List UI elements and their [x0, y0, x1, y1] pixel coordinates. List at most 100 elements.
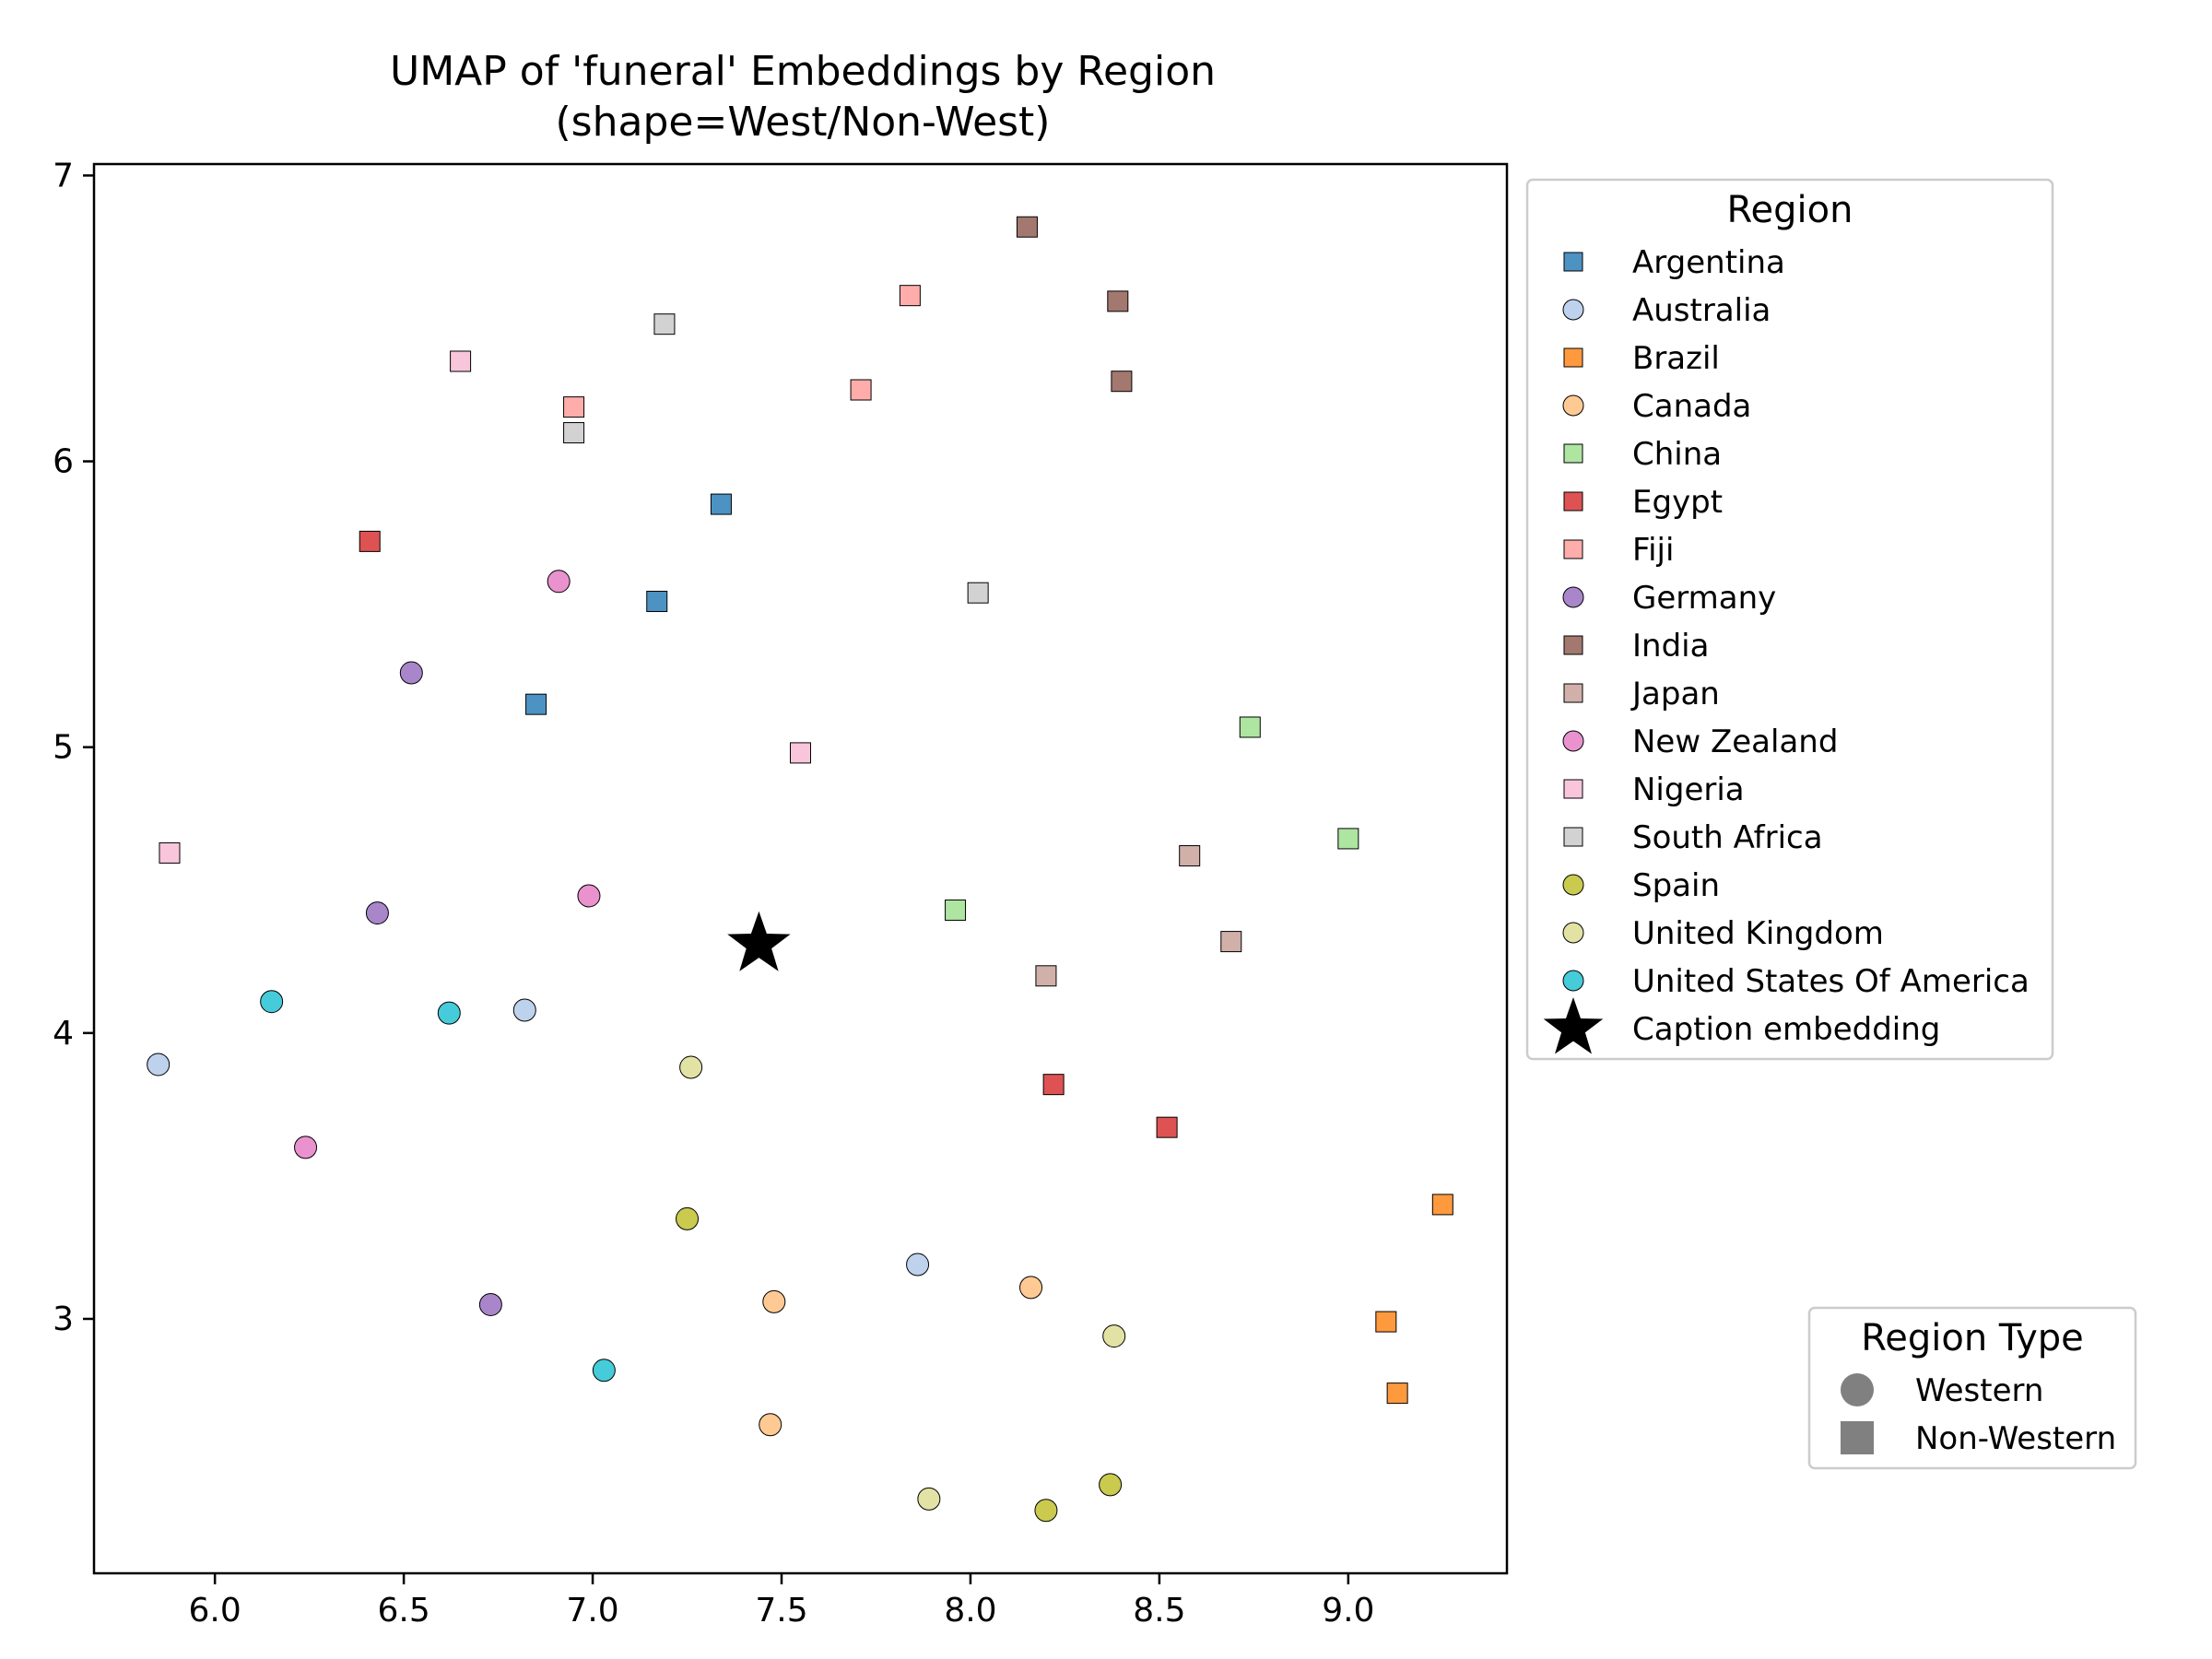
legend-label-nigeria: Nigeria	[1632, 771, 1745, 808]
point-argentina	[710, 493, 732, 515]
legend-label-spain: Spain	[1632, 867, 1720, 904]
point-japan	[1220, 931, 1242, 953]
x-tick-label: 7.0	[566, 1592, 618, 1630]
point-india	[1107, 290, 1129, 312]
point-south-africa	[967, 582, 989, 604]
legend-marker-japan	[1563, 683, 1583, 703]
y-tick-label: 7	[53, 157, 74, 194]
region-type-legend-title: Region Type	[1861, 1317, 2084, 1359]
chart-title-line1: UMAP of 'funeral' Embeddings by Region	[390, 48, 1216, 95]
point-fiji	[563, 396, 585, 418]
region-type-legend-frame	[1807, 1306, 2137, 1470]
region-type-legend: Region Type Western Non-Western	[1807, 1306, 2137, 1470]
scatter-points	[147, 216, 1453, 1523]
legend-label-china: China	[1632, 436, 1722, 473]
legend-marker-fiji	[1563, 539, 1583, 559]
region-type-legend-items: Western Non-Western	[1841, 1372, 2116, 1457]
x-tick-label: 6.5	[377, 1592, 429, 1630]
point-new-zealand	[547, 570, 571, 594]
legend-label-united-kingdom: United Kingdom	[1632, 915, 1884, 952]
point-china	[1239, 716, 1261, 738]
point-australia	[147, 1053, 171, 1077]
y-tick-label: 6	[53, 443, 74, 481]
legend-marker-australia	[1562, 299, 1584, 321]
legend-marker-canada	[1562, 394, 1584, 417]
shape-legend-label-western: Western	[1915, 1372, 2043, 1409]
legend-marker-caption-embedding	[1543, 997, 1604, 1054]
legend-marker-india	[1563, 635, 1583, 655]
legend-label-brazil: Brazil	[1632, 340, 1720, 377]
point-nigeria	[159, 841, 181, 864]
point-united-states-of-america	[260, 990, 284, 1014]
point-south-africa	[563, 422, 585, 444]
legend-label-new-zealand: New Zealand	[1632, 724, 1838, 760]
point-spain	[1034, 1499, 1058, 1523]
point-egypt	[1042, 1074, 1065, 1096]
legend-marker-nigeria	[1563, 779, 1583, 799]
legend-label-canada: Canada	[1632, 388, 1751, 425]
point-spain	[676, 1206, 700, 1230]
point-united-kingdom	[1102, 1324, 1126, 1348]
shape-legend-label-non-western: Non-Western	[1915, 1420, 2116, 1457]
point-canada	[759, 1413, 782, 1437]
legend-label-japan: Japan	[1630, 676, 1720, 712]
legend-marker-united-states-of-america	[1562, 970, 1584, 992]
legend-marker-egypt	[1563, 491, 1583, 512]
y-tick-label: 4	[53, 1015, 74, 1053]
point-nigeria	[450, 350, 472, 372]
point-fiji	[850, 379, 872, 401]
legend-marker-new-zealand	[1562, 730, 1584, 752]
plot-area	[92, 162, 1509, 1575]
x-tick-label: 7.5	[755, 1592, 807, 1630]
point-germany	[365, 901, 389, 925]
point-germany	[478, 1292, 502, 1316]
point-spain	[1099, 1473, 1123, 1497]
legend-label-australia: Australia	[1632, 292, 1771, 329]
point-japan	[1035, 965, 1057, 987]
point-brazil	[1431, 1194, 1453, 1216]
legend-marker-china	[1563, 443, 1583, 464]
legend-marker-argentina	[1563, 252, 1583, 272]
shape-legend-marker-non-western	[1841, 1421, 1874, 1454]
point-china	[945, 899, 967, 921]
point-united-states-of-america	[592, 1359, 616, 1382]
point-japan	[1179, 845, 1201, 867]
point-india	[1111, 371, 1133, 393]
x-axis: 6.0 6.5 7.0 7.5 8.0 8.5 9.0	[189, 1573, 1374, 1630]
point-brazil	[1386, 1382, 1408, 1405]
x-tick-label: 9.0	[1322, 1592, 1374, 1630]
region-legend-frame	[1525, 178, 2054, 1061]
region-legend-items: Argentina Australia Brazil Canada China Egypt…	[1543, 244, 2030, 1054]
point-egypt	[1156, 1116, 1178, 1138]
y-tick-label: 3	[53, 1300, 74, 1338]
point-egypt	[359, 530, 381, 552]
point-new-zealand	[294, 1135, 318, 1159]
region-legend-title: Region	[1727, 189, 1853, 231]
point-germany	[399, 661, 423, 685]
point-united-states-of-america	[437, 1001, 461, 1025]
legend-marker-germany	[1562, 586, 1584, 608]
legend-label-germany: Germany	[1632, 580, 1776, 617]
legend-label-argentina: Argentina	[1632, 244, 1785, 281]
caption-embedding-star	[727, 911, 791, 971]
shape-legend-marker-western	[1841, 1373, 1874, 1406]
point-canada	[762, 1289, 786, 1313]
legend-label-caption-embedding: Caption embedding	[1632, 1011, 1940, 1048]
x-tick-label: 6.0	[189, 1592, 241, 1630]
point-united-kingdom	[679, 1055, 703, 1079]
x-tick-label: 8.5	[1133, 1592, 1185, 1630]
point-argentina	[525, 693, 547, 715]
point-australia	[906, 1253, 930, 1277]
y-axis: 3 4 5 6 7	[53, 157, 94, 1338]
legend-marker-united-kingdom	[1562, 922, 1584, 944]
x-tick-label: 8.0	[944, 1592, 996, 1630]
point-canada	[1019, 1276, 1043, 1300]
point-australia	[512, 998, 536, 1022]
point-fiji	[899, 285, 921, 307]
legend-marker-south-africa	[1563, 827, 1583, 847]
legend-marker-spain	[1562, 874, 1584, 896]
y-tick-label: 5	[53, 729, 74, 767]
legend-label-south-africa: South Africa	[1632, 819, 1823, 856]
legend-marker-brazil	[1563, 347, 1583, 368]
legend-label-fiji: Fiji	[1632, 532, 1674, 569]
